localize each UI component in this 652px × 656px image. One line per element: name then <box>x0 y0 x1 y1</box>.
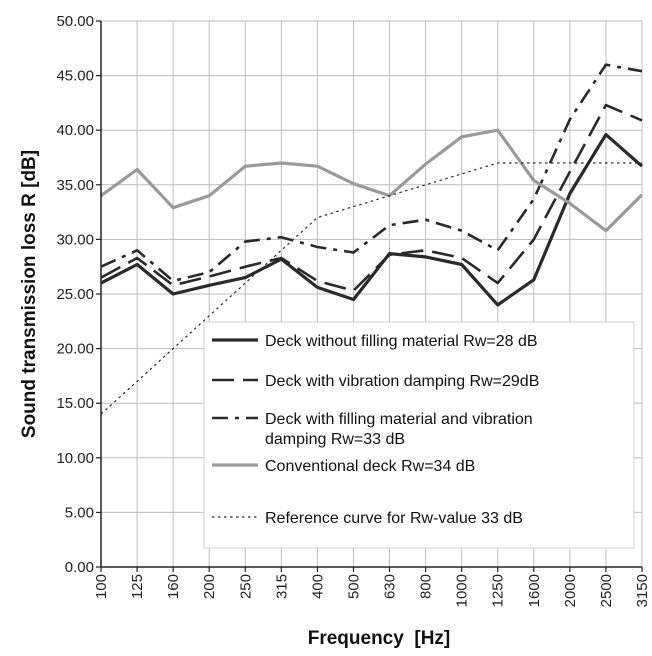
y-tick-label: 0.00 <box>65 559 94 576</box>
y-tick-label: 25.00 <box>56 286 94 303</box>
y-tick-label: 20.00 <box>56 341 94 358</box>
axes <box>96 20 643 572</box>
x-tick-label: 500 <box>345 574 362 599</box>
legend-label-3: damping Rw=33 dB <box>265 431 405 448</box>
x-tick-label: 125 <box>129 574 146 599</box>
x-tick-label: 200 <box>201 574 218 599</box>
x-tick-label: 1000 <box>454 574 471 607</box>
series-line-3 <box>100 63 643 283</box>
series-line-4 <box>100 128 644 233</box>
y-tick-label: 10.00 <box>56 450 94 467</box>
y-tick-label: 5.00 <box>65 504 94 521</box>
y-tick-label: 40.00 <box>56 122 94 139</box>
legend-label-2: Deck with vibration damping Rw=29dB <box>265 373 539 390</box>
x-tick-label: 2000 <box>562 574 579 607</box>
y-tick-labels: 0.00 5.00 10.00 15.00 20.00 25.00 30.00 35.00 40… <box>56 13 94 576</box>
series-line-5 <box>100 162 642 415</box>
legend-label-1: Deck without filling material Rw=28 dB <box>265 333 538 350</box>
series-line-2 <box>100 103 643 293</box>
x-tick-labels: 100 125 160 200 250 315 400 500 630 800 1000 1250 16… <box>93 574 651 607</box>
x-tick-label: 2500 <box>598 574 615 607</box>
y-tick-label: 45.00 <box>56 68 94 85</box>
x-tick-label: 1600 <box>526 574 543 607</box>
legend-label-4: Conventional deck Rw=34 dB <box>265 458 475 475</box>
x-tick-label: 315 <box>273 574 290 599</box>
legend: Deck without filling material Rw=28 dB De… <box>203 321 635 549</box>
x-tick-label: 800 <box>418 574 435 599</box>
y-tick-label: 50.00 <box>56 13 94 30</box>
x-tick-label: 250 <box>237 574 254 599</box>
x-axis-title: Frequency [Hz] <box>308 628 451 649</box>
series-line-1 <box>100 133 644 307</box>
x-tick-label: 160 <box>165 574 182 599</box>
x-tick-label: 400 <box>309 574 326 599</box>
legend-label-5: Reference curve for Rw-value 33 dB <box>265 510 523 527</box>
series-layer <box>100 63 644 415</box>
x-tick-label: 1250 <box>490 574 507 607</box>
legend-label-3: Deck with filling material and vibration <box>265 411 533 428</box>
y-tick-label: 15.00 <box>56 395 94 412</box>
y-axis-title: Sound transmission loss R [dB] <box>19 150 40 438</box>
legend-box <box>203 321 635 549</box>
y-tick-label: 35.00 <box>56 177 94 194</box>
x-tick-label: 3150 <box>634 574 651 607</box>
x-tick-label: 100 <box>93 574 110 599</box>
y-tick-label: 30.00 <box>56 231 94 248</box>
x-tick-label: 630 <box>382 574 399 599</box>
